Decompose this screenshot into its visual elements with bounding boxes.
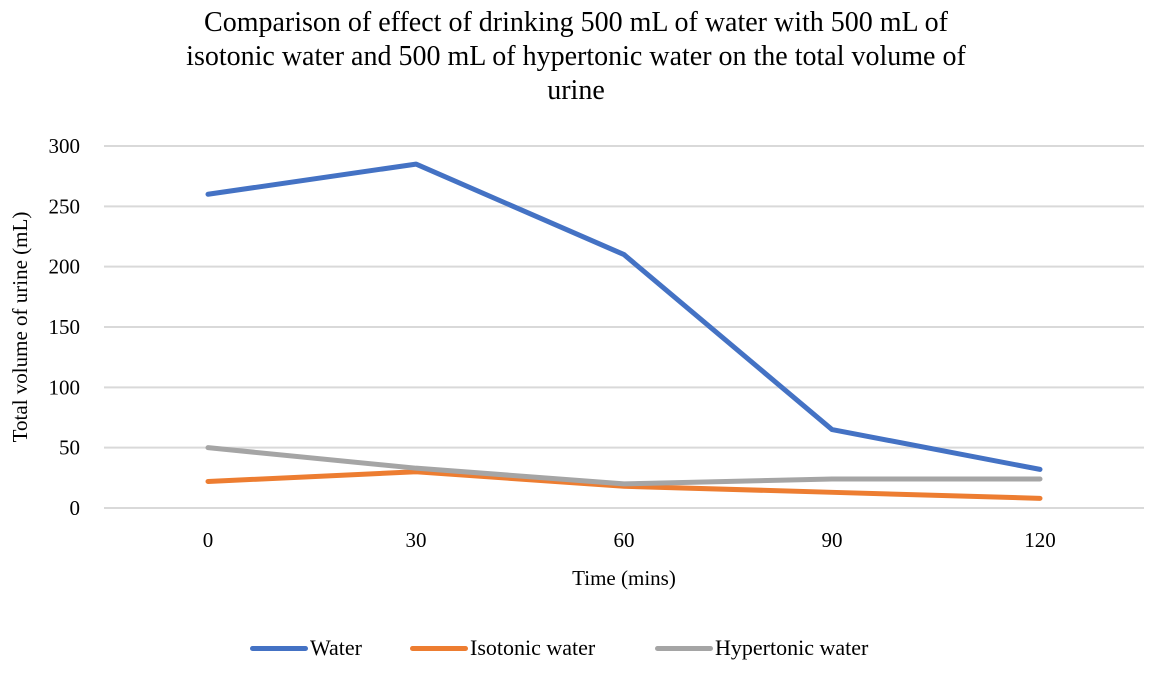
y-tick-label: 200 xyxy=(49,255,81,279)
y-tick-label: 0 xyxy=(70,496,81,520)
legend-swatch-hypertonic-water xyxy=(655,645,713,651)
chart-title: Comparison of effect of drinking 500 mL … xyxy=(0,6,1152,108)
legend-swatch-water xyxy=(250,645,308,651)
chart-title-line-2: isotonic water and 500 mL of hypertonic … xyxy=(186,41,966,72)
legend-label-hypertonic-water: Hypertonic water xyxy=(715,635,869,660)
y-tick-label: 150 xyxy=(49,315,81,339)
legend-item-isotonic-water: Isotonic water xyxy=(410,632,595,664)
x-tick-label: 0 xyxy=(203,528,214,552)
chart-title-line-3: urine xyxy=(547,75,605,106)
legend-swatch-isotonic-water xyxy=(410,645,468,651)
x-tick-label: 60 xyxy=(614,528,635,552)
x-tick-label: 30 xyxy=(406,528,427,552)
legend-item-hypertonic-water: Hypertonic water xyxy=(655,632,868,664)
series-lines xyxy=(205,161,1043,501)
y-tick-label: 300 xyxy=(49,134,81,158)
chart-title-line-1: Comparison of effect of drinking 500 mL … xyxy=(204,7,948,38)
y-axis-ticks: 0 50 100 150 200 250 300 xyxy=(49,134,81,520)
legend-item-water: Water xyxy=(250,632,362,664)
line-chart: 0 50 100 150 200 250 300 0 30 60 90 120 Total volu… xyxy=(8,134,1144,590)
series-line-hypertonic-water xyxy=(205,445,1043,487)
x-tick-label: 120 xyxy=(1024,528,1056,552)
y-tick-label: 50 xyxy=(59,436,80,460)
y-tick-label: 250 xyxy=(49,194,81,218)
y-axis-label: Total volume of urine (mL) xyxy=(8,212,32,443)
x-axis-ticks: 0 30 60 90 120 xyxy=(203,528,1056,552)
x-tick-label: 90 xyxy=(822,528,843,552)
gridlines xyxy=(104,145,1144,509)
series-line-water xyxy=(205,161,1043,472)
y-tick-label: 100 xyxy=(49,375,81,399)
x-axis-label: Time (mins) xyxy=(572,566,676,590)
legend: Water Isotonic water Hypertonic water xyxy=(0,632,1152,664)
legend-label-isotonic-water: Isotonic water xyxy=(470,635,596,660)
legend-label-water: Water xyxy=(310,635,362,660)
